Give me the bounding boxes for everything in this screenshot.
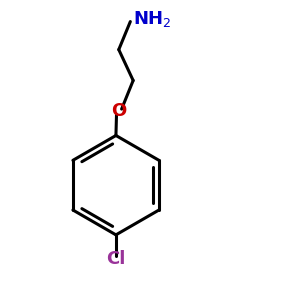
Text: Cl: Cl [106,250,126,268]
Text: O: O [111,102,126,120]
Text: NH$_2$: NH$_2$ [133,9,172,29]
